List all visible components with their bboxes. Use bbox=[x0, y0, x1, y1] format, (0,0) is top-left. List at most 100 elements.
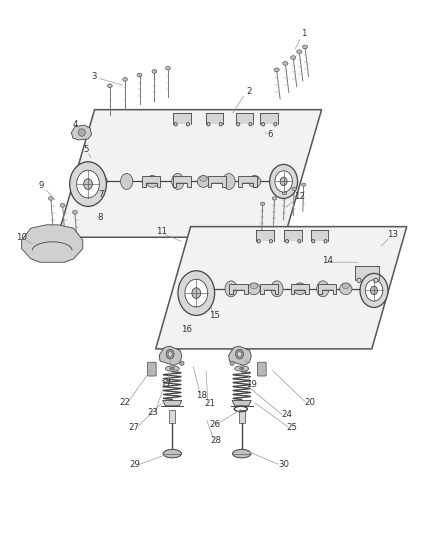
Text: 21: 21 bbox=[205, 399, 216, 408]
Text: 14: 14 bbox=[322, 256, 333, 264]
Polygon shape bbox=[71, 125, 92, 140]
Polygon shape bbox=[256, 230, 274, 241]
Ellipse shape bbox=[272, 197, 277, 200]
Text: 23: 23 bbox=[147, 408, 158, 417]
Ellipse shape bbox=[236, 350, 244, 359]
Ellipse shape bbox=[286, 240, 289, 243]
Polygon shape bbox=[285, 230, 302, 241]
Ellipse shape bbox=[270, 165, 297, 198]
Ellipse shape bbox=[172, 173, 184, 189]
Text: 22: 22 bbox=[120, 398, 131, 407]
Ellipse shape bbox=[317, 281, 329, 297]
FancyBboxPatch shape bbox=[169, 409, 175, 423]
Ellipse shape bbox=[280, 177, 287, 185]
Text: 13: 13 bbox=[387, 230, 398, 239]
Ellipse shape bbox=[248, 175, 261, 187]
Ellipse shape bbox=[301, 183, 306, 186]
Text: 7: 7 bbox=[99, 190, 104, 199]
Polygon shape bbox=[162, 400, 182, 406]
Text: 12: 12 bbox=[294, 192, 305, 201]
Ellipse shape bbox=[97, 175, 105, 181]
Ellipse shape bbox=[146, 175, 159, 187]
Text: 30: 30 bbox=[278, 460, 289, 469]
Ellipse shape bbox=[312, 240, 315, 243]
Ellipse shape bbox=[230, 361, 234, 366]
Ellipse shape bbox=[78, 129, 85, 136]
Ellipse shape bbox=[271, 281, 283, 297]
Ellipse shape bbox=[205, 283, 212, 289]
Ellipse shape bbox=[123, 77, 127, 81]
Ellipse shape bbox=[107, 84, 112, 87]
Ellipse shape bbox=[302, 45, 307, 49]
Polygon shape bbox=[238, 176, 257, 187]
Ellipse shape bbox=[120, 173, 133, 189]
Polygon shape bbox=[318, 284, 336, 294]
Ellipse shape bbox=[298, 240, 301, 243]
Text: 24: 24 bbox=[281, 410, 292, 419]
Ellipse shape bbox=[274, 68, 279, 71]
Text: 5: 5 bbox=[83, 145, 88, 154]
Ellipse shape bbox=[180, 361, 184, 366]
FancyBboxPatch shape bbox=[239, 409, 245, 423]
Ellipse shape bbox=[248, 283, 260, 295]
Ellipse shape bbox=[187, 123, 190, 126]
Ellipse shape bbox=[240, 367, 244, 370]
Ellipse shape bbox=[49, 197, 53, 200]
Ellipse shape bbox=[77, 170, 99, 198]
Ellipse shape bbox=[357, 278, 361, 282]
Text: 10: 10 bbox=[16, 233, 27, 242]
Text: 26: 26 bbox=[209, 421, 220, 430]
Ellipse shape bbox=[296, 283, 304, 289]
Text: 11: 11 bbox=[156, 228, 167, 237]
FancyBboxPatch shape bbox=[148, 362, 156, 376]
Ellipse shape bbox=[251, 283, 258, 289]
Ellipse shape bbox=[342, 283, 350, 289]
Ellipse shape bbox=[371, 286, 378, 295]
Text: 1: 1 bbox=[301, 29, 307, 38]
Text: 3: 3 bbox=[92, 71, 97, 80]
Polygon shape bbox=[155, 227, 407, 349]
Ellipse shape bbox=[283, 191, 287, 195]
Text: 17: 17 bbox=[160, 380, 171, 389]
Ellipse shape bbox=[200, 175, 207, 181]
Ellipse shape bbox=[192, 288, 201, 298]
Ellipse shape bbox=[290, 56, 296, 60]
Polygon shape bbox=[229, 346, 251, 366]
Ellipse shape bbox=[152, 69, 157, 73]
Ellipse shape bbox=[202, 283, 214, 295]
Ellipse shape bbox=[235, 366, 249, 371]
Ellipse shape bbox=[237, 352, 241, 357]
Ellipse shape bbox=[374, 278, 378, 282]
Ellipse shape bbox=[294, 283, 306, 295]
Text: 6: 6 bbox=[268, 130, 273, 139]
Ellipse shape bbox=[168, 352, 172, 357]
Ellipse shape bbox=[340, 283, 352, 295]
Text: 27: 27 bbox=[128, 423, 139, 432]
Polygon shape bbox=[173, 176, 191, 187]
Ellipse shape bbox=[274, 123, 277, 126]
Text: 16: 16 bbox=[181, 325, 192, 334]
Polygon shape bbox=[236, 113, 253, 124]
Text: 29: 29 bbox=[130, 460, 141, 469]
Ellipse shape bbox=[257, 240, 260, 243]
Ellipse shape bbox=[233, 449, 251, 458]
Ellipse shape bbox=[137, 73, 142, 77]
Ellipse shape bbox=[274, 173, 286, 189]
Polygon shape bbox=[208, 176, 226, 187]
Polygon shape bbox=[232, 400, 251, 406]
Ellipse shape bbox=[223, 173, 235, 189]
Ellipse shape bbox=[185, 279, 208, 307]
Polygon shape bbox=[142, 176, 160, 187]
Ellipse shape bbox=[174, 123, 177, 126]
Ellipse shape bbox=[363, 281, 375, 297]
Ellipse shape bbox=[166, 350, 174, 359]
Polygon shape bbox=[57, 110, 321, 237]
Ellipse shape bbox=[283, 62, 288, 65]
Text: 25: 25 bbox=[287, 423, 298, 432]
Polygon shape bbox=[261, 113, 278, 124]
Ellipse shape bbox=[197, 175, 209, 187]
Ellipse shape bbox=[275, 171, 292, 192]
Ellipse shape bbox=[249, 123, 252, 126]
Ellipse shape bbox=[166, 66, 170, 70]
Ellipse shape bbox=[297, 50, 302, 54]
